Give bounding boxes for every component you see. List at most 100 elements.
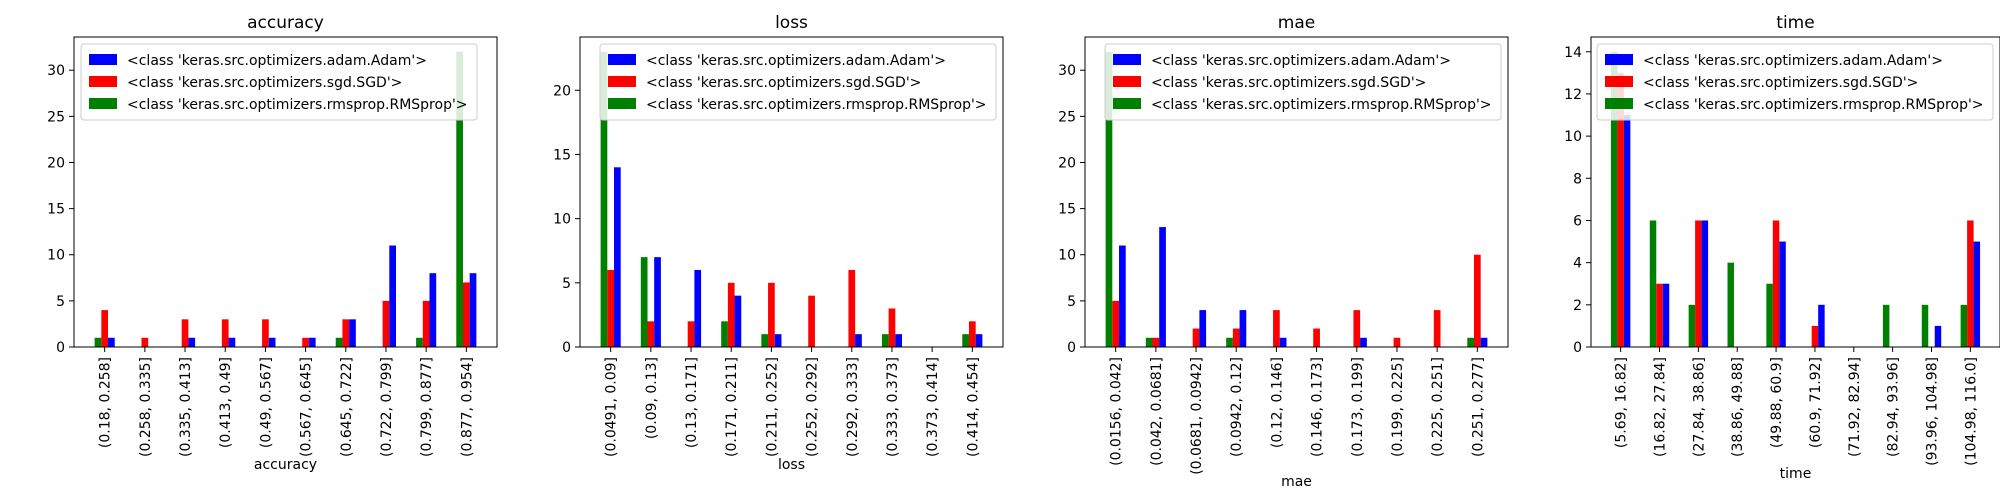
x-tick-label: (82.94, 93.96] [1886,357,1902,457]
legend-box [599,43,997,121]
legend-swatch [89,98,117,109]
x-tick-label: (0.49, 0.567] [258,357,274,448]
bar [687,321,695,347]
x-tick-label: (0.173, 0.199] [1350,357,1366,457]
x-tick-label: (0.146, 0.173] [1310,357,1326,457]
bar [607,269,615,347]
x-tick-label: (0.373, 0.414] [925,357,941,457]
x-tick-label: (0.09, 0.13] [644,357,660,439]
legend: <class 'keras.src.optimizers.adam.Adam'>… [1596,43,1994,121]
bar [429,273,437,347]
legend-box [80,43,478,121]
axes-frame [1084,36,1509,348]
chart-panel-time: 0 2 4 6 8 10 12 14 (5.69, 16.82] (16.82, 27.84] (2… [1564,13,2000,482]
legend-swatch [608,98,636,109]
bar [1199,310,1207,347]
y-tick-label: 10 [1058,248,1076,264]
x-tick-label: (0.335, 0.413] [178,357,194,457]
x-tick-label: (0.333, 0.373] [885,357,901,457]
chart-panel-loss: 0 5 10 15 20 (0.0491, 0.09] (0.09, 0.13] (0.13,… [553,13,1004,473]
x-axis-label: time [1780,466,1812,482]
bar [768,282,775,347]
bar [1649,220,1657,347]
x-tick-label: (71.92, 82.94] [1847,357,1863,457]
bar [308,337,316,347]
y-tick-label: 15 [1058,202,1076,218]
bar [268,337,276,347]
x-axis-label: loss [778,457,805,473]
bar [727,282,735,347]
legend-entry: <class 'keras.src.optimizers.rmsprop.RMS… [1643,97,1984,113]
bar [1695,220,1702,347]
x-tick-label: (0.13, 0.171] [684,357,700,448]
bar [1239,310,1247,347]
legend-entry: <class 'keras.src.optimizers.adam.Adam'> [1151,53,1451,69]
x-tick-label: (0.567, 0.645] [299,357,315,457]
x-axis-label: accuracy [254,457,317,473]
bar [1811,325,1819,347]
bar [389,245,397,347]
bar [734,295,742,347]
chart-title: loss [775,13,808,33]
y-tick-label: 0 [56,340,65,356]
y-tick-label: 0 [562,340,571,356]
legend: <class 'keras.src.optimizers.adam.Adam'>… [1104,43,1502,121]
bar [1934,325,1942,347]
bar [600,51,608,347]
bar [721,321,728,347]
legend-swatch [1113,98,1141,109]
x-tick-label: (0.722, 0.799] [379,357,395,457]
axes-frame [579,36,1004,348]
legend-box [1596,43,1994,121]
x-tick-label: (93.96, 104.98] [1925,357,1941,466]
bar [895,334,903,347]
bar [1353,310,1361,347]
chart-panel-accuracy: 0 5 10 15 20 25 30 (0.18, 0.258] (0.258, 0.335] (… [47,13,498,473]
bar [382,300,390,347]
chart-title: mae [1278,13,1315,33]
y-tick-label: 4 [1573,256,1582,272]
bar [181,319,189,347]
x-tick-label: (0.252, 0.292] [805,357,821,457]
bar [1662,283,1670,347]
y-tick-label: 2 [1573,298,1582,314]
bar [456,51,463,347]
legend-swatch [1605,76,1633,87]
y-tick-label: 0 [1573,340,1582,356]
y-tick-label: 8 [1573,171,1582,187]
x-tick-label: (16.82, 27.84] [1653,357,1669,457]
bar [1433,310,1441,347]
bar [1960,304,1968,347]
bar [1226,337,1233,347]
bar [968,321,976,347]
axes-frame [1590,36,2000,348]
legend-entry: <class 'keras.src.optimizers.rmsprop.RMS… [646,97,987,113]
bar [1112,300,1120,347]
bar [342,319,350,347]
legend-swatch [1605,98,1633,109]
bar [422,300,430,347]
bar [1119,245,1126,347]
y-tick-label: 25 [1058,109,1076,125]
legend-swatch [1605,54,1633,65]
bar [1656,283,1663,347]
bar [975,334,983,347]
x-tick-label: (38.86, 49.88] [1730,357,1746,457]
x-tick-label: (27.84, 38.86] [1691,357,1707,457]
bar [1393,337,1401,347]
bar [1967,220,1974,347]
legend-entry: <class 'keras.src.optimizers.sgd.SGD'> [127,75,402,91]
x-tick-label: (0.042, 0.0681] [1149,357,1165,466]
bar [1152,337,1160,347]
x-tick-label: (0.799, 0.877] [419,357,435,457]
bar [808,295,815,347]
x-tick-label: (60.9, 71.92] [1808,357,1824,448]
bar [640,257,648,347]
legend: <class 'keras.src.optimizers.adam.Adam'>… [599,43,997,121]
bar [654,257,661,347]
legend-entry: <class 'keras.src.optimizers.adam.Adam'> [646,53,946,69]
bar [335,337,343,347]
bar [1766,283,1773,347]
y-tick-label: 5 [562,276,571,292]
